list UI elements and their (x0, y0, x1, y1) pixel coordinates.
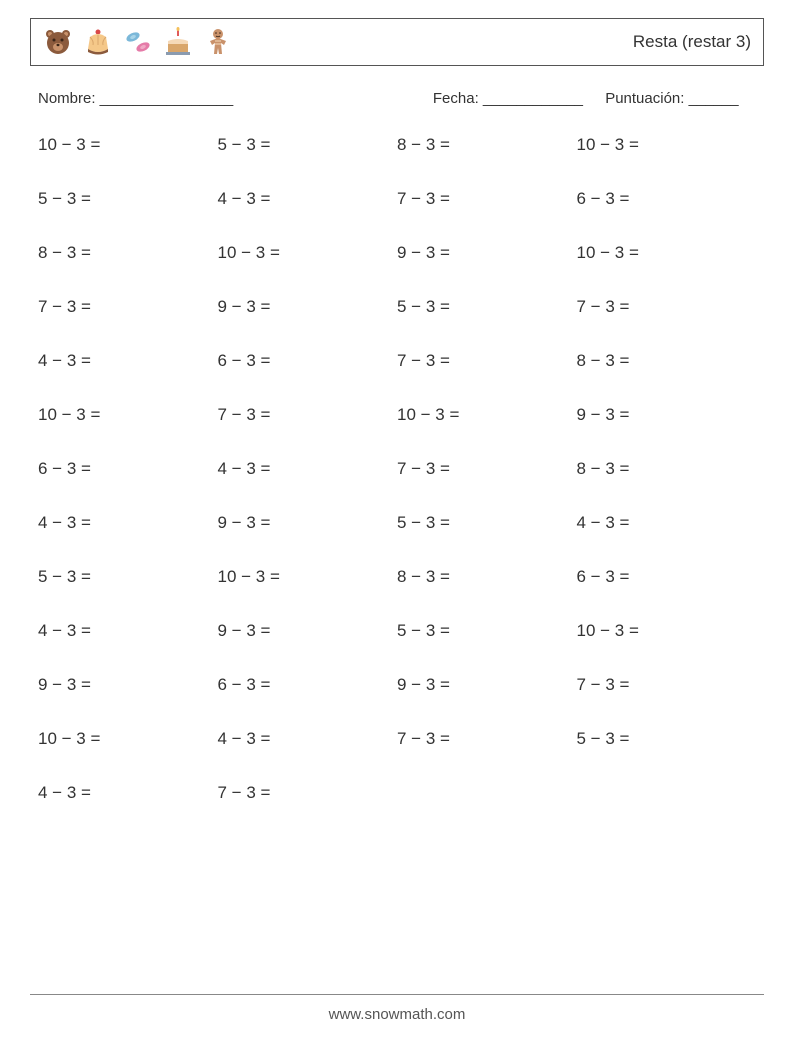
problem-row: 4 − 3 =6 − 3 =7 − 3 =8 − 3 = (38, 351, 756, 371)
problem-row: 4 − 3 =7 − 3 = (38, 783, 756, 803)
score-field: Puntuación: ______ (605, 90, 756, 107)
problem-cell: 5 − 3 = (38, 189, 218, 209)
problem-cell: 10 − 3 = (577, 243, 757, 263)
problem-cell: 7 − 3 = (38, 297, 218, 317)
problem-cell: 7 − 3 = (397, 729, 577, 749)
problem-cell: 4 − 3 = (38, 351, 218, 371)
problem-row: 10 − 3 =7 − 3 =10 − 3 =9 − 3 = (38, 405, 756, 425)
problem-row: 4 − 3 =9 − 3 =5 − 3 =4 − 3 = (38, 513, 756, 533)
gingerbread-icon (203, 27, 233, 57)
problem-cell: 10 − 3 = (38, 135, 218, 155)
problem-cell: 8 − 3 = (577, 351, 757, 371)
problem-cell: 5 − 3 = (218, 135, 398, 155)
problem-cell: 10 − 3 = (218, 567, 398, 587)
problem-cell (577, 783, 757, 803)
footer-divider (30, 994, 764, 995)
problem-cell: 7 − 3 = (577, 675, 757, 695)
date-field: Fecha: ____________ (433, 90, 605, 107)
problem-cell: 4 − 3 = (218, 189, 398, 209)
problem-cell: 7 − 3 = (397, 459, 577, 479)
problem-cell: 6 − 3 = (577, 567, 757, 587)
problem-cell: 4 − 3 = (218, 459, 398, 479)
header-icons (43, 27, 233, 57)
problem-row: 5 − 3 =10 − 3 =8 − 3 =6 − 3 = (38, 567, 756, 587)
candy-icon (123, 27, 153, 57)
problem-cell: 10 − 3 = (577, 621, 757, 641)
problem-cell: 9 − 3 = (397, 243, 577, 263)
problem-cell: 4 − 3 = (577, 513, 757, 533)
problem-cell: 5 − 3 = (38, 567, 218, 587)
problem-row: 4 − 3 =9 − 3 =5 − 3 =10 − 3 = (38, 621, 756, 641)
problem-cell: 8 − 3 = (577, 459, 757, 479)
problem-cell: 9 − 3 = (218, 621, 398, 641)
problem-cell: 4 − 3 = (38, 621, 218, 641)
problem-cell: 10 − 3 = (577, 135, 757, 155)
problem-cell: 4 − 3 = (218, 729, 398, 749)
info-line: Nombre: ________________ Fecha: ________… (30, 90, 764, 107)
bear-icon (43, 27, 73, 57)
problem-cell: 6 − 3 = (38, 459, 218, 479)
problem-cell: 9 − 3 = (397, 675, 577, 695)
problem-cell: 10 − 3 = (38, 405, 218, 425)
problem-cell: 5 − 3 = (397, 513, 577, 533)
problem-cell: 9 − 3 = (218, 297, 398, 317)
problem-row: 5 − 3 =4 − 3 =7 − 3 =6 − 3 = (38, 189, 756, 209)
problem-cell: 5 − 3 = (577, 729, 757, 749)
problem-row: 9 − 3 =6 − 3 =9 − 3 =7 − 3 = (38, 675, 756, 695)
problem-cell: 8 − 3 = (397, 567, 577, 587)
problem-cell: 6 − 3 = (577, 189, 757, 209)
problem-row: 10 − 3 =5 − 3 =8 − 3 =10 − 3 = (38, 135, 756, 155)
problem-cell: 4 − 3 = (38, 513, 218, 533)
problem-cell: 9 − 3 = (577, 405, 757, 425)
problem-cell: 5 − 3 = (397, 621, 577, 641)
problem-cell: 7 − 3 = (218, 783, 398, 803)
header-box: Resta (restar 3) (30, 18, 764, 66)
problem-row: 6 − 3 =4 − 3 =7 − 3 =8 − 3 = (38, 459, 756, 479)
pudding-icon (83, 27, 113, 57)
cake-icon (163, 27, 193, 57)
name-field: Nombre: ________________ (38, 90, 433, 107)
problems-grid: 10 − 3 =5 − 3 =8 − 3 =10 − 3 =5 − 3 =4 −… (30, 135, 764, 803)
problem-cell: 7 − 3 = (397, 351, 577, 371)
problem-cell (397, 783, 577, 803)
problem-cell: 10 − 3 = (397, 405, 577, 425)
problem-row: 7 − 3 =9 − 3 =5 − 3 =7 − 3 = (38, 297, 756, 317)
problem-cell: 9 − 3 = (38, 675, 218, 695)
problem-cell: 10 − 3 = (218, 243, 398, 263)
footer-url: www.snowmath.com (0, 1006, 794, 1023)
problem-row: 10 − 3 =4 − 3 =7 − 3 =5 − 3 = (38, 729, 756, 749)
worksheet-title: Resta (restar 3) (633, 32, 751, 52)
problem-cell: 8 − 3 = (397, 135, 577, 155)
problem-cell: 6 − 3 = (218, 675, 398, 695)
problem-cell: 7 − 3 = (218, 405, 398, 425)
problem-cell: 7 − 3 = (577, 297, 757, 317)
problem-row: 8 − 3 =10 − 3 =9 − 3 =10 − 3 = (38, 243, 756, 263)
problem-cell: 4 − 3 = (38, 783, 218, 803)
problem-cell: 10 − 3 = (38, 729, 218, 749)
problem-cell: 7 − 3 = (397, 189, 577, 209)
problem-cell: 6 − 3 = (218, 351, 398, 371)
problem-cell: 9 − 3 = (218, 513, 398, 533)
problem-cell: 8 − 3 = (38, 243, 218, 263)
problem-cell: 5 − 3 = (397, 297, 577, 317)
